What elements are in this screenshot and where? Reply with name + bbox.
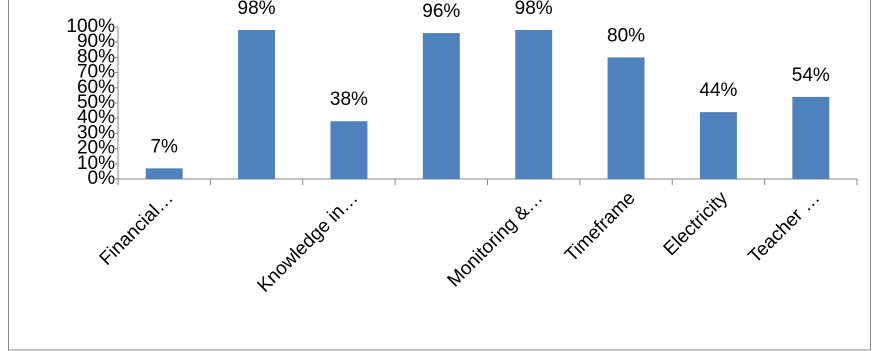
value-label: 7% bbox=[150, 136, 178, 157]
value-label: 98% bbox=[238, 0, 276, 19]
y-tick-label: 0% bbox=[88, 168, 116, 189]
value-label: 54% bbox=[792, 65, 830, 86]
value-label: 96% bbox=[422, 1, 460, 22]
y-tick-label: 10% bbox=[77, 153, 115, 174]
value-label: 98% bbox=[515, 0, 553, 19]
y-tick-label: 20% bbox=[77, 138, 115, 159]
y-tick-label: 40% bbox=[77, 107, 115, 128]
bar bbox=[699, 112, 737, 179]
y-tick-label: 90% bbox=[77, 31, 115, 52]
y-tick-label: 60% bbox=[77, 77, 115, 98]
bar bbox=[515, 30, 553, 180]
bar bbox=[145, 168, 183, 179]
bar bbox=[422, 33, 460, 179]
bar bbox=[607, 57, 645, 179]
y-tick-label: 80% bbox=[77, 46, 115, 67]
bar bbox=[238, 30, 276, 180]
bar bbox=[792, 96, 830, 179]
value-label: 38% bbox=[330, 89, 368, 110]
x-tick-label: Timeframe bbox=[561, 188, 640, 267]
y-tick-label: 100% bbox=[66, 16, 115, 37]
x-tick-label: Knowledge in… bbox=[254, 188, 363, 297]
y-tick-label: 70% bbox=[77, 62, 115, 83]
x-tick-label: Electricity bbox=[660, 187, 733, 260]
bar bbox=[330, 121, 368, 179]
chart-frame bbox=[8, 0, 871, 351]
x-tick-label: Monitoring &… bbox=[444, 188, 548, 292]
value-label: 44% bbox=[699, 80, 737, 101]
x-tick-label: Teacher … bbox=[745, 188, 825, 268]
y-tick-label: 50% bbox=[77, 92, 115, 113]
value-label: 80% bbox=[607, 25, 645, 46]
x-tick-label: Financial… bbox=[96, 188, 178, 270]
y-tick-label: 30% bbox=[77, 122, 115, 143]
